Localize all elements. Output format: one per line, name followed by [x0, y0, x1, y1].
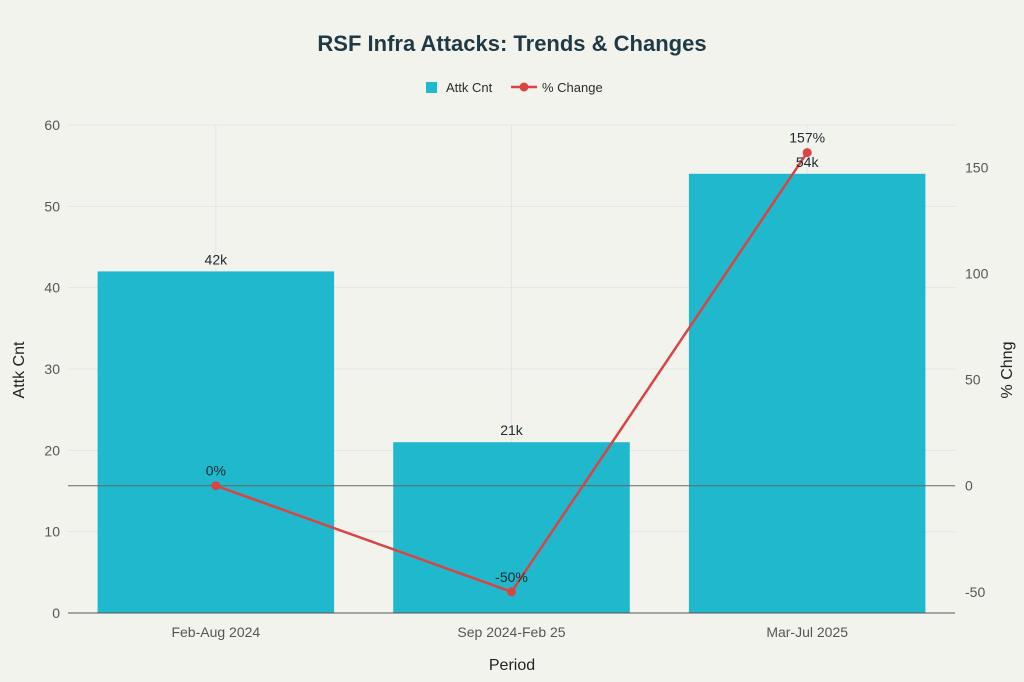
pct-change-label: -50% [495, 569, 528, 585]
y2-tick-label: -50 [965, 584, 985, 600]
chart-title: RSF Infra Attacks: Trends & Changes [317, 31, 706, 56]
y-axis-title: Attk Cnt [11, 341, 28, 398]
y2-tick-label: 100 [965, 266, 989, 282]
y-tick-label: 40 [44, 280, 60, 296]
axes: 0 10 20 30 40 50 60 -50 0 50 100 150 Feb-Aug 2024 Sep… [44, 117, 988, 640]
bar [393, 442, 630, 613]
pct-change-point [211, 481, 221, 491]
pct-change-label: 157% [789, 130, 825, 146]
bar-value-label: 21k [500, 422, 524, 438]
pct-change-point [802, 148, 812, 158]
y-tick-label: 10 [44, 524, 60, 540]
y-tick-label: 50 [44, 198, 60, 214]
y2-tick-label: 50 [965, 372, 981, 388]
legend-label-attk-cnt: Attk Cnt [446, 80, 493, 95]
x-tick-label: Mar-Jul 2025 [766, 624, 848, 640]
legend-label-pct-change: % Change [542, 80, 603, 95]
pct-change-series [211, 148, 812, 597]
y2-axis-title: % Chng [999, 342, 1016, 399]
y-tick-label: 20 [44, 442, 60, 458]
x-axis-title: Period [489, 657, 535, 674]
pct-change-label: 0% [206, 463, 226, 479]
legend-marker-pct-change [519, 82, 529, 92]
x-tick-label: Feb-Aug 2024 [171, 624, 260, 640]
y2-tick-label: 0 [965, 478, 973, 494]
bar [688, 173, 926, 614]
y-tick-label: 30 [44, 361, 60, 377]
x-tick-label: Sep 2024-Feb 25 [457, 624, 565, 640]
data-labels: 42k 21k 54k 0% -50% 157% [205, 130, 826, 585]
bar [97, 271, 335, 613]
bars [97, 173, 926, 614]
bar-value-label: 54k [796, 154, 820, 170]
y-tick-label: 0 [52, 605, 60, 621]
legend-swatch-attk-cnt [426, 82, 437, 93]
y-tick-label: 60 [44, 117, 60, 133]
legend[interactable]: Attk Cnt % Change [426, 80, 603, 95]
y2-tick-label: 150 [965, 159, 989, 175]
bar-value-label: 42k [205, 251, 229, 267]
pct-change-point [507, 587, 516, 597]
